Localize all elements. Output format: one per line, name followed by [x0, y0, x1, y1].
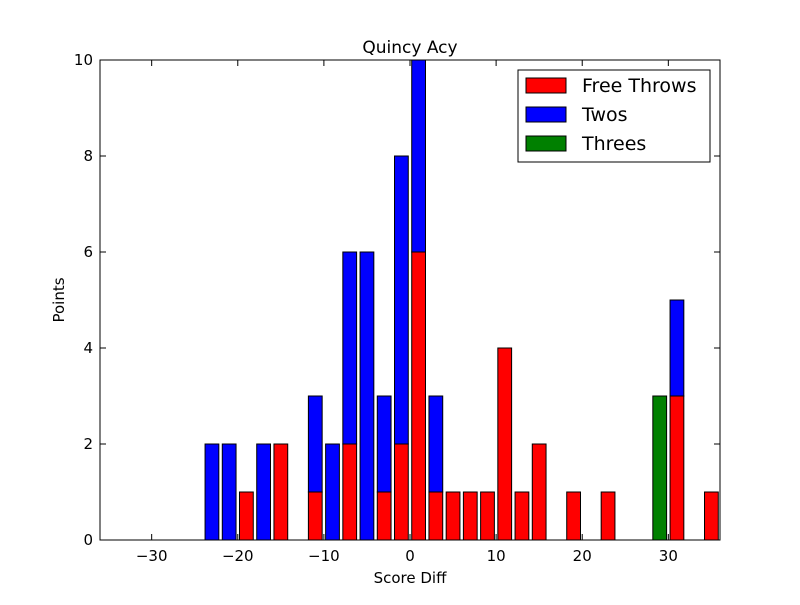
x-tick-label: 0 [405, 547, 415, 565]
bar-free-throws [376, 491, 392, 541]
bar-free-throws [514, 491, 530, 541]
x-tick-label: −30 [136, 547, 168, 565]
bar-free-throws [239, 491, 254, 541]
legend-swatch-free-throws [525, 77, 567, 94]
x-tick-label: 20 [573, 547, 592, 565]
bar-free-throws [445, 491, 461, 541]
bars-layer [204, 59, 719, 541]
bar-free-throws [394, 443, 409, 541]
bar-twos [411, 59, 427, 253]
bar-twos [204, 443, 220, 541]
legend-swatch-twos [525, 106, 567, 123]
bar-free-throws [273, 443, 289, 541]
y-tick-label: 2 [83, 435, 93, 453]
legend-swatch-threes [525, 135, 567, 152]
legend-label-threes: Threes [581, 133, 646, 155]
bar-twos [394, 155, 409, 445]
x-tick-label: 10 [487, 547, 506, 565]
bar-free-throws [411, 251, 427, 541]
y-tick-label: 8 [83, 147, 93, 165]
bar-free-throws [531, 443, 547, 541]
bar-free-throws [669, 395, 685, 541]
bar-twos [359, 251, 375, 541]
bar-free-throws [342, 443, 358, 541]
bar-twos [669, 299, 685, 397]
y-tick-label: 10 [74, 51, 93, 69]
x-tick-label: 30 [659, 547, 678, 565]
bar-twos [307, 395, 323, 493]
bar-free-throws [307, 491, 323, 541]
y-tick-label: 6 [83, 243, 93, 261]
bar-free-throws [600, 491, 616, 541]
bar-free-throws [497, 347, 513, 541]
legend-label-free-throws: Free Throws [582, 75, 696, 97]
bar-twos [342, 251, 358, 445]
y-tick-label: 4 [83, 339, 93, 357]
bar-twos [376, 395, 392, 493]
bar-free-throws [462, 491, 478, 541]
y-axis-label: Points [50, 277, 68, 322]
ticks-layer: −30 −20 −10 0 10 20 30 0 2 4 6 8 10 [74, 51, 720, 565]
chart-title: Quincy Acy [362, 38, 457, 58]
x-axis-label: Score Diff [374, 569, 447, 587]
bar-twos [256, 443, 272, 541]
legend-label-twos: Twos [581, 104, 628, 126]
bar-free-throws [704, 491, 719, 541]
bar-twos [428, 395, 444, 493]
bar-free-throws [428, 491, 444, 541]
bar-free-throws [480, 491, 495, 541]
bar-twos [221, 443, 237, 541]
bar-twos [325, 443, 340, 541]
bar-free-throws [566, 491, 582, 541]
legend-items: Free Throws Twos Threes [525, 75, 696, 155]
y-tick-label: 0 [83, 531, 93, 549]
x-tick-label: −20 [222, 547, 254, 565]
x-tick-label: −10 [308, 547, 340, 565]
bar-threes [652, 395, 668, 541]
legend: Free Throws Twos Threes [517, 69, 711, 163]
